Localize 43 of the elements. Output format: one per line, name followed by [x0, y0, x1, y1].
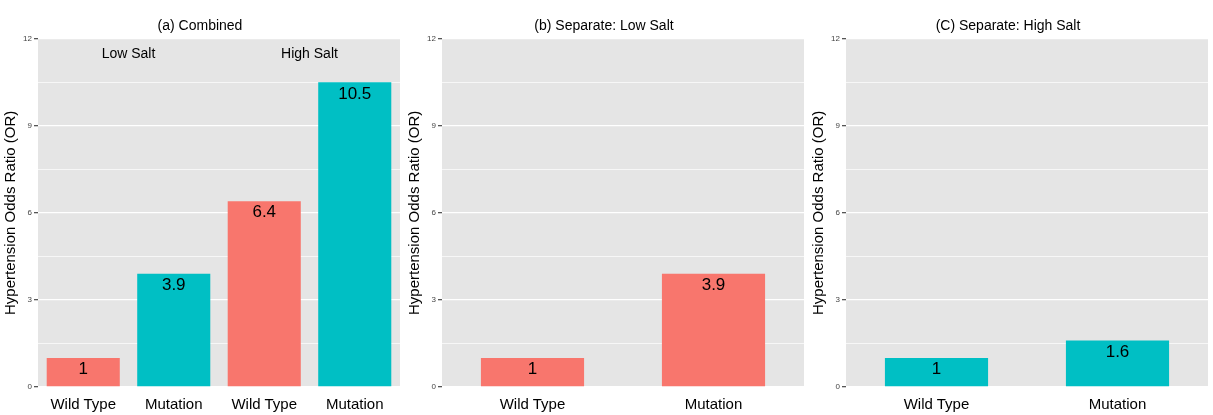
y-tick-label: 12: [23, 34, 33, 43]
chart-title: (C) Separate: High Salt: [935, 17, 1081, 34]
annotation: Low Salt: [101, 44, 156, 61]
chart-title: (a) Combined: [157, 17, 243, 34]
y-tick-label: 9: [27, 121, 33, 131]
bar: [227, 201, 301, 387]
bar: [318, 82, 392, 387]
y-tick-label: 0: [835, 382, 841, 392]
y-tick-label: 12: [831, 34, 841, 43]
bar: [137, 273, 211, 387]
y-tick-label: 3: [431, 295, 437, 305]
x-tick-label: Wild Type: [50, 395, 117, 413]
x-tick-label: Mutation: [325, 395, 384, 413]
y-axis-title: Hypertension Odds Ratio (OR): [1, 110, 19, 316]
x-tick-label: Mutation: [684, 395, 743, 413]
x-tick-label: Mutation: [144, 395, 203, 413]
data-label: 1: [931, 359, 942, 379]
x-tick-label: Wild Type: [231, 395, 298, 413]
y-tick-label: 3: [835, 295, 841, 305]
bar: [46, 357, 120, 387]
data-label: 3.9: [161, 275, 186, 295]
y-axis-title: Hypertension Odds Ratio (OR): [809, 110, 827, 316]
y-tick-label: 6: [27, 208, 33, 218]
x-tick-label: Mutation: [1088, 395, 1147, 413]
y-tick-label: 6: [431, 208, 437, 218]
y-tick-label: 9: [835, 121, 841, 131]
y-tick-label: 6: [835, 208, 841, 218]
chart-title: (b) Separate: Low Salt: [534, 17, 674, 34]
data-label: 10.5: [338, 83, 372, 103]
data-label: 1: [78, 359, 88, 379]
data-label: 3.9: [701, 275, 726, 295]
annotation: High Salt: [281, 44, 339, 61]
data-label: 1.6: [1105, 341, 1130, 361]
y-axis-title: Hypertension Odds Ratio (OR): [405, 110, 423, 316]
x-tick-label: Wild Type: [499, 395, 566, 413]
y-tick-label: 9: [431, 121, 437, 131]
y-tick-label: 0: [431, 382, 437, 392]
data-label: 1: [527, 359, 538, 379]
x-tick-label: Wild Type: [903, 395, 970, 413]
y-tick-label: 12: [427, 34, 437, 43]
y-tick-label: 0: [27, 382, 33, 392]
y-tick-label: 3: [27, 295, 33, 305]
data-label: 6.4: [252, 202, 277, 222]
